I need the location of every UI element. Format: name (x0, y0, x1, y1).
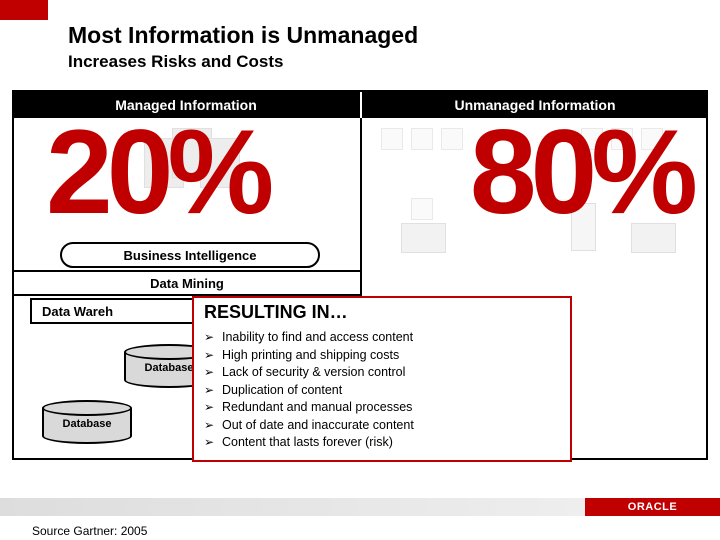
pill-data-mining: Data Mining (14, 270, 360, 296)
pill-data-warehouse: Data Wareh (30, 298, 200, 324)
resulting-callout: RESULTING IN… Inability to find and acce… (192, 296, 572, 462)
content-frame: Managed Information Unmanaged Informatio… (12, 90, 708, 460)
slide-title: Most Information is Unmanaged (68, 22, 418, 49)
managed-percentage: 20% (46, 112, 268, 232)
database-label-2: Database (42, 418, 132, 430)
pill-business-intelligence: Business Intelligence (60, 242, 320, 268)
brand-red-block (0, 0, 48, 20)
resulting-item: Redundant and manual processes (204, 399, 560, 417)
footer-gradient (0, 498, 585, 516)
resulting-item: Inability to find and access content (204, 329, 560, 347)
resulting-item: Lack of security & version control (204, 364, 560, 382)
source-citation: Source Gartner: 2005 (32, 524, 147, 538)
resulting-item: Out of date and inaccurate content (204, 417, 560, 435)
database-cylinder-2: Database (42, 400, 132, 450)
resulting-item: High printing and shipping costs (204, 347, 560, 365)
footer-brand: ORACLE (585, 498, 720, 516)
resulting-list: Inability to find and access content Hig… (204, 329, 560, 452)
slide-subtitle: Increases Risks and Costs (68, 52, 283, 72)
resulting-item: Content that lasts forever (risk) (204, 434, 560, 452)
resulting-item: Duplication of content (204, 382, 560, 400)
unmanaged-percentage: 80% (470, 112, 692, 232)
resulting-title: RESULTING IN… (204, 302, 560, 323)
